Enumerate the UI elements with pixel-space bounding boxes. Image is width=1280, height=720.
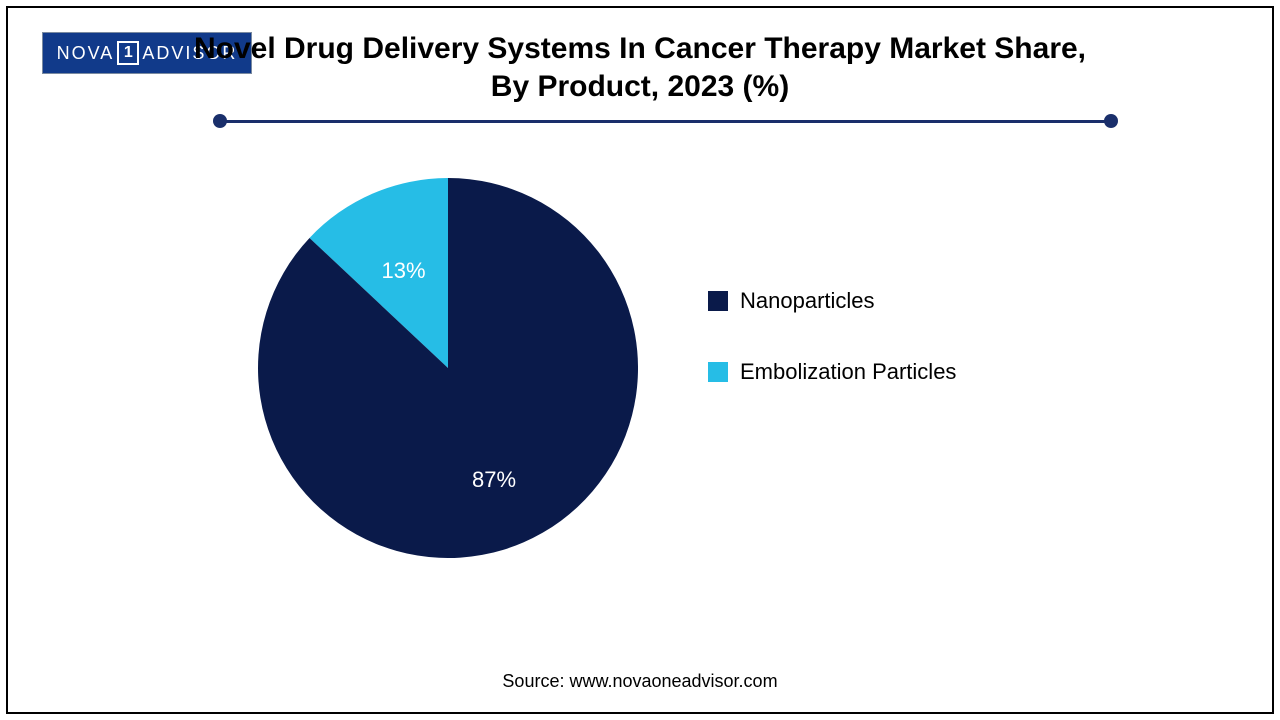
- divider-dot-right: [1104, 114, 1118, 128]
- divider-line: [220, 120, 1111, 123]
- legend-item-1: Embolization Particles: [708, 359, 956, 385]
- chart-title: Novel Drug Delivery Systems In Cancer Th…: [8, 30, 1272, 105]
- legend-item-0: Nanoparticles: [708, 288, 956, 314]
- legend-swatch-1: [708, 362, 728, 382]
- title-divider: [213, 114, 1118, 128]
- legend-swatch-0: [708, 291, 728, 311]
- pie-label-0: 13%: [381, 258, 425, 284]
- divider-dot-left: [213, 114, 227, 128]
- pie-svg: [258, 178, 638, 558]
- legend: Nanoparticles Embolization Particles: [708, 288, 956, 430]
- pie-chart: 13% 87%: [258, 178, 638, 558]
- pie-label-1: 87%: [472, 467, 516, 493]
- source-text: Source: www.novaoneadvisor.com: [8, 671, 1272, 692]
- chart-title-line1: Novel Drug Delivery Systems In Cancer Th…: [8, 30, 1272, 68]
- legend-label-0: Nanoparticles: [740, 288, 875, 314]
- chart-frame: NOVA 1 ADVISOR Novel Drug Delivery Syste…: [6, 6, 1274, 714]
- chart-title-line2: By Product, 2023 (%): [8, 68, 1272, 106]
- legend-label-1: Embolization Particles: [740, 359, 956, 385]
